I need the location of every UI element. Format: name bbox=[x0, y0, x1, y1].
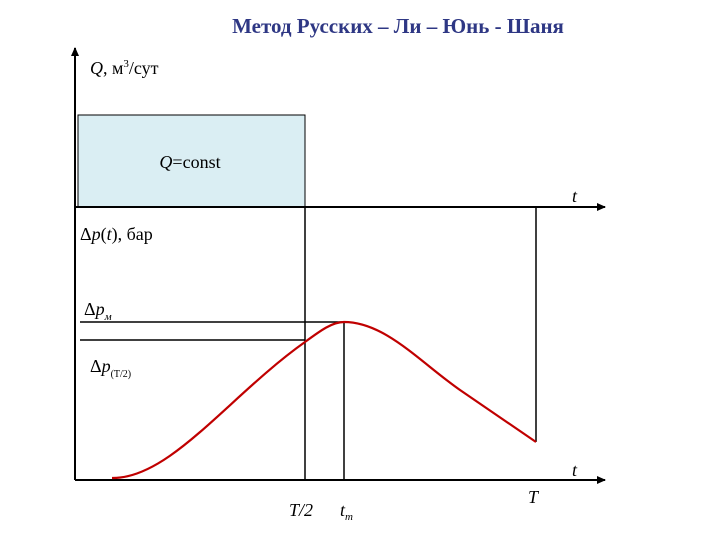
label-part: /сут bbox=[129, 58, 159, 78]
label-part: p bbox=[90, 224, 101, 244]
label-part: Δ bbox=[84, 299, 96, 319]
label-part: p bbox=[94, 299, 105, 319]
label-part: t bbox=[107, 224, 113, 244]
label-part: ( bbox=[101, 224, 107, 245]
tm-label: tm bbox=[340, 500, 353, 523]
upper-y-label: Q, м3/сут bbox=[90, 58, 159, 78]
label-part: Δ bbox=[90, 356, 102, 376]
label-part: Δ bbox=[80, 224, 92, 244]
label-part: (T/2) bbox=[111, 369, 132, 380]
title: Метод Русских – Ли – Юнь - Шаня bbox=[232, 14, 564, 38]
label-part: , м bbox=[103, 58, 123, 78]
upper-x-label: t bbox=[572, 186, 578, 206]
pressure-curve bbox=[111, 320, 537, 480]
label-part: t bbox=[340, 500, 346, 520]
dp-max-label: Δpм bbox=[84, 299, 112, 323]
label-part: Q bbox=[90, 58, 103, 78]
period-end-label: T bbox=[528, 487, 540, 507]
lower-y-label: Δp(t), бар bbox=[80, 224, 153, 245]
label-part: =const bbox=[172, 152, 220, 172]
rate-box bbox=[77, 114, 306, 208]
label-part: 3 bbox=[123, 58, 129, 70]
box-label: Q=const bbox=[159, 152, 220, 172]
label-part: ), бар bbox=[112, 224, 153, 245]
half-period-label: T/2 bbox=[289, 500, 313, 520]
label-part: m bbox=[345, 511, 353, 523]
dp-half-label: Δp(T/2) bbox=[90, 356, 131, 380]
label-part: Q bbox=[159, 152, 172, 172]
lower-x-label: t bbox=[572, 460, 578, 480]
label-part: p bbox=[100, 356, 111, 376]
label-part: м bbox=[104, 311, 112, 323]
